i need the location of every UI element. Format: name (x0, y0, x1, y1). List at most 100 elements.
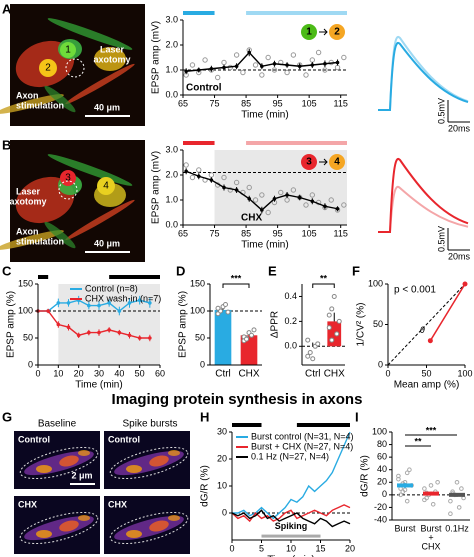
data-point (329, 306, 335, 312)
x-tick-label: 0 (229, 543, 234, 553)
cell-signal (168, 450, 180, 456)
x-tick-label: 75 (210, 228, 220, 238)
x-axis-label: Mean amp (%) (394, 380, 460, 391)
panel-letter: E (268, 263, 277, 278)
scale-label: 0.5mV (436, 226, 446, 252)
legend-label: Burst + CHX (N=27, N=4) (251, 441, 353, 451)
series-line (231, 509, 351, 528)
cell-signal (126, 465, 142, 473)
trial-point (271, 67, 278, 73)
mean-point (184, 69, 188, 74)
cell-signal (168, 515, 180, 521)
x-tick-label: 0.1Hz (445, 523, 469, 533)
period-bar (232, 423, 262, 427)
x-tick-label: 20 (345, 543, 355, 553)
trial-point (233, 179, 240, 186)
period-bar (246, 141, 347, 145)
y-tick-label: 0 (28, 359, 33, 369)
data-point (448, 511, 453, 517)
treatment-shade (58, 284, 161, 365)
neuron-marker (39, 59, 57, 77)
data-point (251, 327, 257, 333)
badge-arrow (319, 158, 328, 166)
neuron-marker (97, 177, 115, 195)
tile-label: CHX (108, 499, 127, 509)
identity-line (387, 283, 466, 366)
scale-label: 40 μm (94, 238, 120, 248)
y-axis-label: 1/CV² (%) (356, 303, 367, 347)
cell-signal (126, 530, 142, 538)
stimulation-label: Axon (16, 90, 39, 100)
badge-arrow (319, 28, 328, 36)
mean-point (97, 330, 101, 335)
x-tick-label: 105 (302, 98, 317, 108)
x-tick-label: 115 (334, 228, 348, 238)
data-point (310, 356, 316, 362)
mean-point (117, 330, 122, 335)
cell-signal (78, 450, 90, 456)
x-axis-label: Time (min) (241, 110, 288, 121)
panel-letter: A (2, 1, 12, 16)
neuron-badge (329, 154, 345, 170)
trial-point (303, 202, 309, 208)
data-point (456, 505, 462, 510)
cell-signal (149, 455, 169, 467)
x-tick-label: 95 (273, 228, 283, 238)
cell-signal (0, 230, 64, 250)
neuron-number: 1 (65, 45, 71, 56)
stimulation-label: Axon (16, 226, 39, 236)
scale-label: 2 μm (71, 470, 92, 480)
panel-letter: I (355, 409, 359, 424)
stimulation-label: stimulation (16, 100, 64, 110)
trial-point (246, 184, 252, 191)
y-tick-label: 20 (377, 477, 387, 487)
x-tick-label: 105 (302, 228, 317, 238)
data-point (315, 341, 321, 347)
mean-point (272, 61, 277, 66)
scale-label: 20ms (448, 251, 471, 261)
y-tick-label: 0.0 (165, 219, 178, 229)
cell-signal (44, 85, 76, 113)
x-tick-label: 85 (241, 98, 251, 108)
y-axis-label: EPSP amp (mV) (151, 151, 162, 224)
tile-label: Control (108, 434, 140, 444)
x-tick-label: Ctrl (215, 369, 231, 380)
x-tick-label: 40 (114, 368, 124, 378)
mean-point (335, 206, 340, 211)
mean-point (76, 333, 81, 338)
cell-signal (0, 94, 64, 114)
y-axis-label: EPSP amp (%) (6, 291, 17, 358)
p-value: p < 0.001 (394, 285, 436, 296)
mean-point (127, 333, 132, 338)
mean-point (87, 303, 91, 308)
x-tick-label: 115 (334, 98, 348, 108)
cell-signal (59, 455, 79, 467)
series-line (232, 431, 351, 520)
column-label: Spike bursts (122, 419, 177, 430)
mean-point (285, 193, 289, 197)
spiking-label: Spiking (275, 521, 308, 531)
mean-point (323, 61, 327, 66)
cell-signal (65, 199, 135, 241)
y-tick-label: 20 (217, 453, 227, 463)
x-tick-label: 65 (178, 98, 188, 108)
y-tick-label: 3.0 (165, 14, 178, 24)
cell-signal (94, 47, 126, 71)
period-bar (183, 141, 215, 145)
mean-point (310, 63, 315, 67)
y-axis-label: dG/R (%) (200, 465, 211, 507)
y-tick-label: 150 (18, 278, 33, 288)
y-tick-label: 0 (378, 359, 383, 369)
x-axis-label: Time (min) (241, 240, 288, 251)
x-tick-label: 85 (241, 228, 251, 238)
panel-letter: H (200, 409, 209, 424)
period-bar (246, 11, 347, 15)
y-tick-label: 10 (217, 480, 227, 490)
cell-signal (47, 154, 133, 186)
mean-marker (449, 492, 465, 497)
data-point (398, 492, 403, 498)
trial-point (303, 72, 309, 78)
axotomy-site (58, 180, 78, 200)
data-point (404, 470, 410, 476)
trial-point (341, 202, 347, 208)
